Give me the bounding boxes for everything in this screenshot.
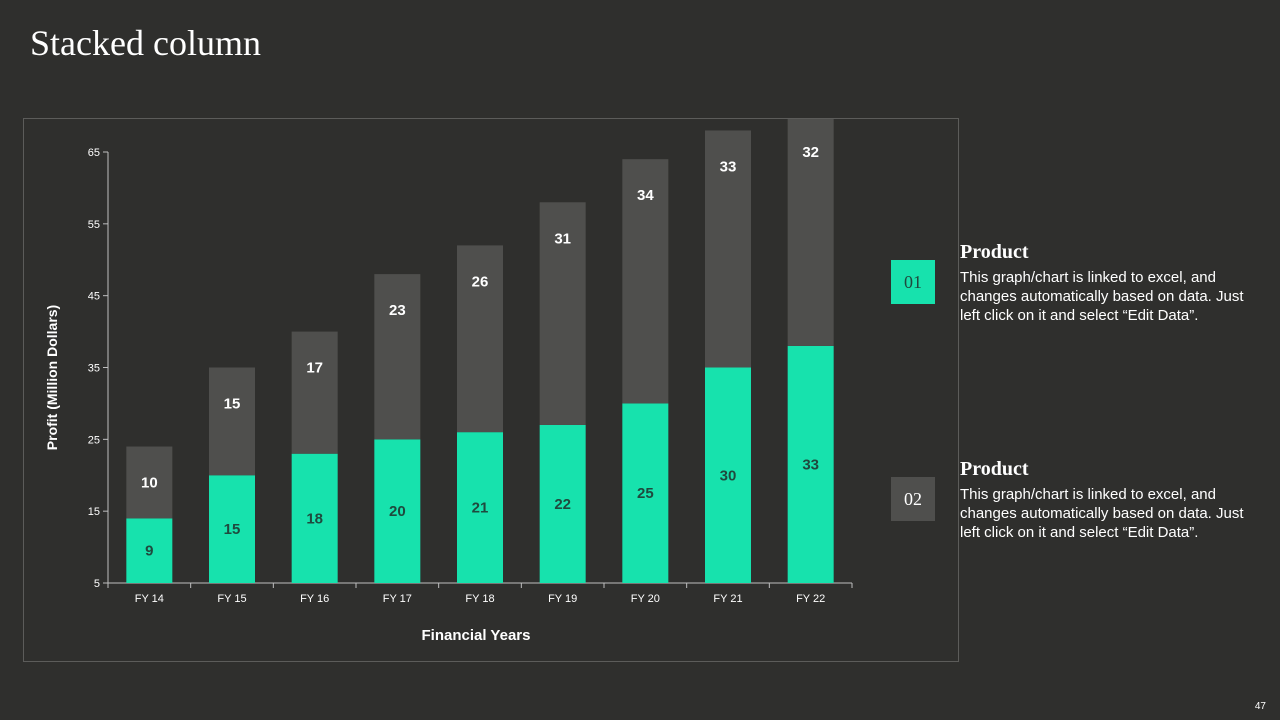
bar-segment-series-1[interactable] [209, 475, 255, 583]
legend-text-01: Product This graph/chart is linked to ex… [960, 240, 1280, 325]
legend-heading-02: Product [960, 458, 1029, 480]
y-tick-label: 65 [88, 147, 100, 159]
y-axis: 5 15 25 35 45 55 65 [88, 147, 109, 590]
bar-segment-series-2[interactable] [457, 245, 503, 433]
data-label-series-2: 33 [720, 158, 737, 175]
slide-title: Stacked column [30, 23, 261, 63]
y-axis-title: Profit (Million Dollars) [44, 305, 60, 450]
bars [126, 119, 834, 584]
y-tick-label: 25 [88, 434, 100, 446]
data-label-series-1: 33 [802, 456, 819, 473]
bar-segment-series-1[interactable] [622, 403, 669, 583]
x-tick-label: FY 15 [217, 593, 246, 605]
data-labels: 9 10 15 15 18 17 20 23 21 26 22 31 25 34 30 33 33 32 [141, 144, 819, 560]
chart-frame: 5 15 25 35 45 55 65 FY 14 FY 15 FY 16 FY 17 FY 18 F… [23, 118, 959, 662]
bar-segment-series-2[interactable] [705, 130, 751, 368]
x-axis-title: Financial Years [422, 627, 531, 644]
y-tick-label: 15 [88, 506, 100, 518]
bar-segment-series-1[interactable] [374, 439, 421, 583]
data-label-series-1: 20 [389, 503, 406, 520]
data-label-series-1: 9 [145, 543, 153, 560]
bar-segment-series-1[interactable] [705, 367, 751, 584]
bar-segment-series-1[interactable] [457, 432, 503, 583]
x-tick-label: FY 20 [631, 593, 660, 605]
legend-badge-01: 01 [891, 260, 935, 304]
x-tick-label: FY 19 [548, 593, 577, 605]
bar-segment-series-2[interactable] [622, 159, 669, 404]
bar-segment-series-2[interactable] [126, 446, 173, 519]
legend-text-02: Product This graph/chart is linked to ex… [960, 457, 1280, 542]
x-tick-label: FY 22 [796, 593, 825, 605]
x-tick-label: FY 14 [135, 593, 164, 605]
data-label-series-2: 26 [472, 273, 489, 290]
data-label-series-1: 30 [720, 467, 737, 484]
data-label-series-2: 32 [802, 144, 819, 161]
x-tick-label: FY 21 [713, 593, 742, 605]
x-tick-label: FY 17 [383, 593, 412, 605]
data-label-series-2: 10 [141, 474, 158, 491]
x-tick-label: FY 16 [300, 593, 329, 605]
bar-segment-series-2[interactable] [539, 202, 586, 425]
bar-segment-series-1[interactable] [126, 518, 173, 583]
data-label-series-2: 23 [389, 302, 406, 319]
bar-segment-series-2[interactable] [291, 331, 338, 454]
legend-description-01: This graph/chart is linked to excel, and… [960, 269, 1244, 324]
y-tick-label: 55 [88, 219, 100, 231]
page-number: 47 [1254, 701, 1266, 712]
legend-heading-01: Product [960, 241, 1029, 263]
data-label-series-2: 34 [637, 187, 654, 204]
bar-segment-series-2[interactable] [787, 119, 834, 346]
data-label-series-1: 15 [224, 521, 241, 538]
bar-segment-series-2[interactable] [374, 274, 421, 440]
bar-segment-series-1[interactable] [291, 453, 338, 583]
data-label-series-2: 31 [554, 230, 571, 247]
bar-segment-series-1[interactable] [787, 345, 834, 583]
legend-badge-02: 02 [891, 477, 935, 521]
data-label-series-1: 21 [472, 500, 489, 517]
y-tick-label: 45 [88, 291, 100, 303]
y-tick-label: 35 [88, 363, 100, 375]
data-label-series-2: 17 [306, 360, 323, 377]
data-label-series-2: 15 [224, 396, 241, 413]
x-axis: FY 14 FY 15 FY 16 FY 17 FY 18 FY 19 FY 20 FY 21… [107, 582, 853, 605]
data-label-series-1: 22 [554, 496, 571, 513]
legend-description-02: This graph/chart is linked to excel, and… [960, 486, 1244, 541]
bar-segment-series-1[interactable] [539, 424, 586, 583]
data-label-series-1: 25 [637, 485, 654, 502]
bar-segment-series-2[interactable] [209, 367, 255, 476]
x-tick-label: FY 18 [465, 593, 494, 605]
y-tick-label: 5 [94, 578, 100, 590]
data-label-series-1: 18 [306, 510, 323, 527]
